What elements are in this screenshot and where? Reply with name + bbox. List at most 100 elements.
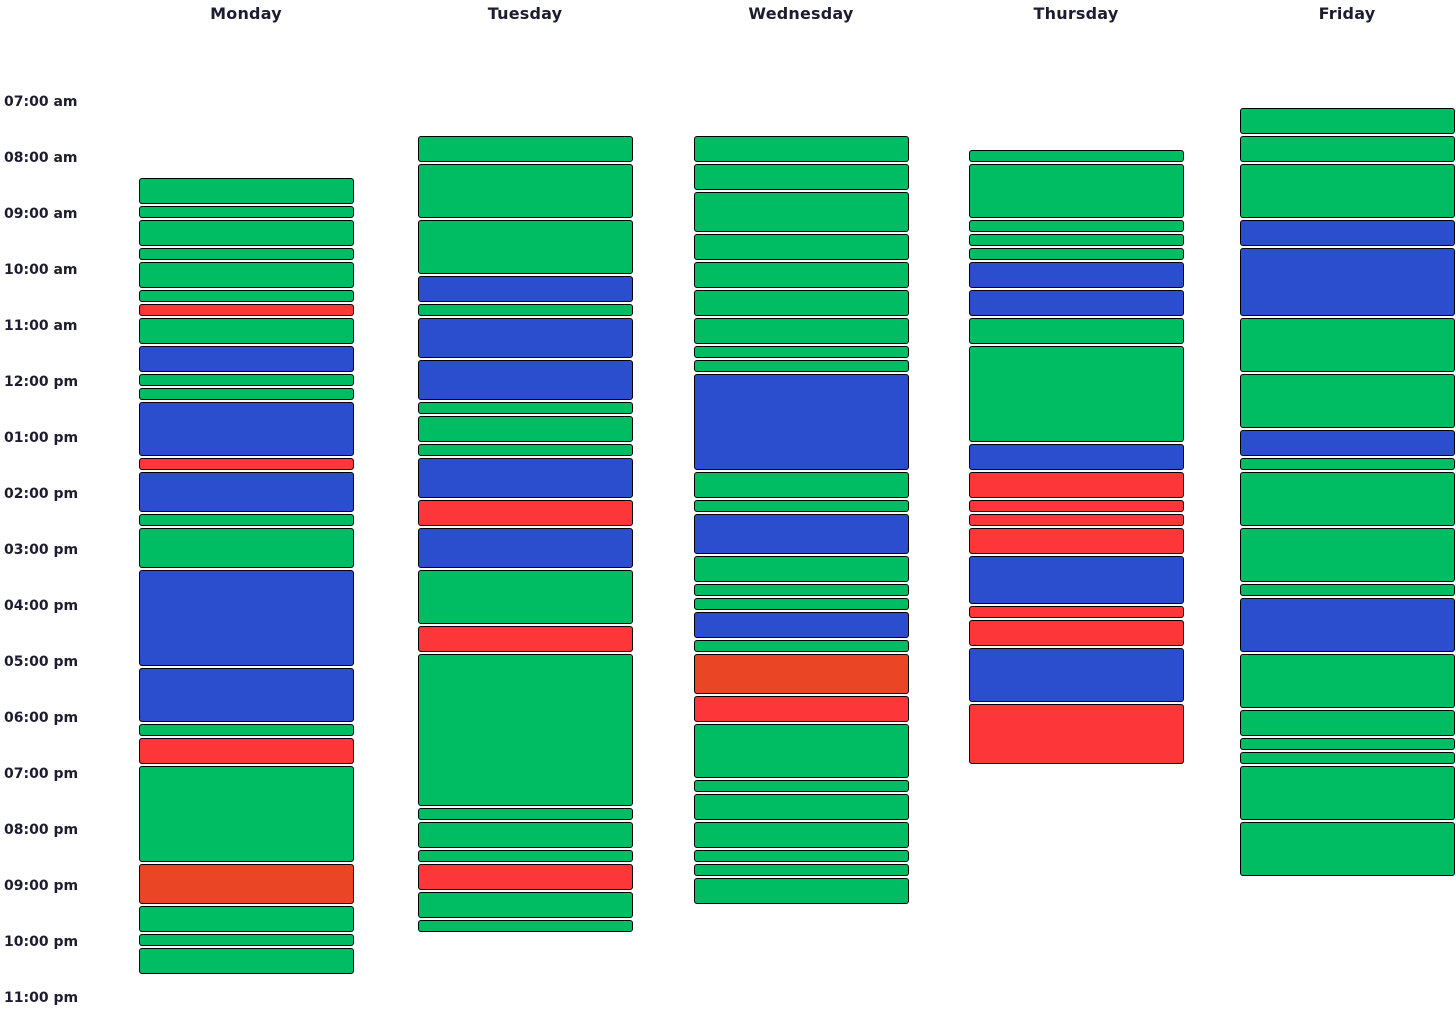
event-block[interactable]: [694, 597, 909, 610]
event-block[interactable]: [1240, 219, 1455, 246]
event-block[interactable]: [1240, 247, 1455, 316]
event-block[interactable]: [418, 219, 633, 274]
event-block[interactable]: [418, 863, 633, 890]
event-block[interactable]: [694, 359, 909, 372]
event-block[interactable]: [418, 653, 633, 806]
event-block[interactable]: [969, 648, 1184, 703]
event-block[interactable]: [694, 653, 909, 694]
event-block[interactable]: [139, 219, 354, 246]
event-block[interactable]: [139, 303, 354, 316]
event-block[interactable]: [139, 317, 354, 344]
event-block[interactable]: [139, 289, 354, 302]
event-block[interactable]: [418, 821, 633, 848]
event-block[interactable]: [694, 289, 909, 316]
event-block[interactable]: [969, 289, 1184, 316]
event-block[interactable]: [418, 359, 633, 400]
event-block[interactable]: [694, 821, 909, 848]
event-block[interactable]: [418, 527, 633, 568]
event-block[interactable]: [139, 205, 354, 218]
event-block[interactable]: [139, 373, 354, 386]
event-block[interactable]: [418, 163, 633, 218]
event-block[interactable]: [1240, 317, 1455, 372]
event-block[interactable]: [139, 569, 354, 666]
event-block[interactable]: [139, 401, 354, 456]
event-block[interactable]: [694, 261, 909, 288]
event-block[interactable]: [969, 247, 1184, 260]
event-block[interactable]: [694, 555, 909, 582]
event-block[interactable]: [1240, 653, 1455, 708]
event-block[interactable]: [969, 261, 1184, 288]
event-block[interactable]: [694, 163, 909, 190]
event-block[interactable]: [418, 303, 633, 316]
event-block[interactable]: [139, 387, 354, 400]
event-block[interactable]: [1240, 471, 1455, 526]
event-block[interactable]: [1240, 583, 1455, 596]
event-block[interactable]: [139, 527, 354, 568]
event-block[interactable]: [969, 527, 1184, 554]
event-block[interactable]: [694, 471, 909, 498]
event-block[interactable]: [139, 905, 354, 932]
event-block[interactable]: [694, 317, 909, 344]
event-block[interactable]: [694, 793, 909, 820]
event-block[interactable]: [969, 219, 1184, 232]
event-block[interactable]: [969, 620, 1184, 647]
event-block[interactable]: [139, 933, 354, 946]
event-block[interactable]: [694, 373, 909, 470]
event-block[interactable]: [139, 247, 354, 260]
event-block[interactable]: [1240, 373, 1455, 428]
event-block[interactable]: [694, 135, 909, 162]
event-block[interactable]: [1240, 751, 1455, 764]
event-block[interactable]: [969, 499, 1184, 512]
event-block[interactable]: [418, 569, 633, 624]
event-block[interactable]: [139, 513, 354, 526]
event-block[interactable]: [969, 606, 1184, 619]
event-block[interactable]: [694, 863, 909, 876]
event-block[interactable]: [694, 779, 909, 792]
event-block[interactable]: [139, 765, 354, 862]
event-block[interactable]: [1240, 821, 1455, 876]
event-block[interactable]: [969, 233, 1184, 246]
event-block[interactable]: [694, 849, 909, 862]
event-block[interactable]: [139, 345, 354, 372]
event-block[interactable]: [418, 443, 633, 456]
event-block[interactable]: [139, 667, 354, 722]
event-block[interactable]: [969, 149, 1184, 162]
event-block[interactable]: [418, 891, 633, 918]
event-block[interactable]: [969, 513, 1184, 526]
event-block[interactable]: [694, 611, 909, 638]
event-block[interactable]: [1240, 527, 1455, 582]
event-block[interactable]: [1240, 709, 1455, 736]
event-block[interactable]: [418, 625, 633, 652]
event-block[interactable]: [1240, 737, 1455, 750]
event-block[interactable]: [694, 191, 909, 232]
event-block[interactable]: [139, 737, 354, 764]
event-block[interactable]: [694, 499, 909, 512]
event-block[interactable]: [418, 415, 633, 442]
event-block[interactable]: [969, 317, 1184, 344]
event-block[interactable]: [418, 317, 633, 358]
event-block[interactable]: [418, 135, 633, 162]
event-block[interactable]: [139, 863, 354, 904]
event-block[interactable]: [694, 345, 909, 358]
event-block[interactable]: [969, 704, 1184, 764]
event-block[interactable]: [418, 919, 633, 932]
event-block[interactable]: [418, 457, 633, 498]
event-block[interactable]: [694, 233, 909, 260]
event-block[interactable]: [139, 947, 354, 974]
event-block[interactable]: [1240, 457, 1455, 470]
event-block[interactable]: [418, 275, 633, 302]
event-block[interactable]: [418, 849, 633, 862]
event-block[interactable]: [1240, 765, 1455, 820]
event-block[interactable]: [139, 723, 354, 736]
event-block[interactable]: [694, 723, 909, 778]
event-block[interactable]: [1240, 597, 1455, 652]
event-block[interactable]: [418, 499, 633, 526]
event-block[interactable]: [694, 513, 909, 554]
event-block[interactable]: [969, 163, 1184, 218]
event-block[interactable]: [694, 877, 909, 904]
event-block[interactable]: [1240, 135, 1455, 162]
event-block[interactable]: [969, 345, 1184, 442]
event-block[interactable]: [139, 457, 354, 470]
event-block[interactable]: [418, 807, 633, 820]
event-block[interactable]: [139, 177, 354, 204]
